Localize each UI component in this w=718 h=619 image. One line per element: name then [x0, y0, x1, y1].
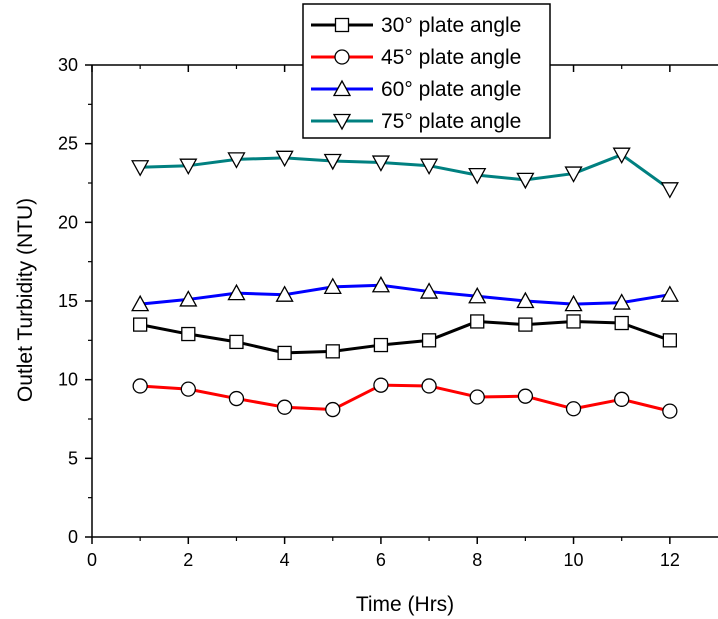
legend-label: 30° plate angle	[381, 14, 521, 37]
data-point	[612, 293, 631, 310]
data-point	[180, 381, 196, 397]
data-point	[325, 401, 341, 418]
series-layer	[131, 147, 679, 419]
legend-label: 75° plate angle	[381, 110, 521, 133]
x-tick-label: 4	[280, 550, 290, 570]
data-point	[229, 334, 244, 350]
x-tick-label: 12	[660, 550, 680, 570]
data-point	[612, 147, 631, 165]
series-3	[131, 275, 679, 312]
data-point	[275, 285, 294, 302]
data-point	[323, 153, 342, 171]
series-line	[140, 283, 671, 306]
legend-label: 45° plate angle	[381, 46, 521, 69]
y-tick-label: 20	[58, 212, 78, 232]
series-line	[140, 383, 671, 413]
legend-marker	[334, 49, 350, 65]
data-point	[179, 290, 198, 307]
x-tick-label: 8	[472, 550, 482, 570]
data-point	[131, 294, 150, 312]
data-point	[371, 155, 391, 172]
data-point	[325, 344, 340, 359]
x-tick-label: 6	[376, 550, 386, 570]
series-line	[139, 319, 671, 355]
legend-item: 30° plate angle	[311, 14, 521, 37]
data-point	[469, 389, 485, 405]
data-point	[565, 401, 582, 417]
series-4	[131, 147, 679, 199]
y-tick-label: 5	[68, 448, 78, 468]
data-point	[181, 326, 196, 342]
data-point	[419, 158, 439, 176]
x-tick-label: 0	[87, 550, 97, 570]
data-point	[373, 337, 389, 353]
data-point	[421, 378, 437, 394]
y-tick-label: 25	[58, 134, 78, 154]
data-point	[662, 403, 678, 419]
data-point	[564, 166, 583, 183]
legend-label: 60° plate angle	[381, 78, 521, 101]
y-tick-label: 0	[68, 527, 78, 547]
data-point	[371, 275, 391, 293]
y-tick-label: 10	[58, 370, 78, 390]
legend-item: 75° plate angle	[311, 110, 521, 133]
legend-item: 45° plate angle	[311, 46, 521, 69]
data-point	[516, 172, 535, 190]
data-point	[614, 315, 629, 331]
data-point	[373, 377, 389, 393]
legend-marker	[332, 113, 352, 131]
data-point	[419, 282, 439, 299]
series-1	[133, 314, 677, 361]
legend: 30° plate angle 45° plate angle 60° plate …	[302, 3, 551, 139]
data-point	[660, 182, 679, 199]
data-point	[468, 167, 487, 185]
x-tick-label: 2	[183, 550, 193, 570]
data-point	[662, 333, 677, 348]
legend-item: 60° plate angle	[311, 78, 521, 101]
data-point	[566, 314, 581, 329]
legend-marker	[332, 79, 352, 97]
data-point	[323, 277, 342, 294]
data-point	[227, 152, 246, 169]
legend-marker	[334, 17, 350, 33]
series-line	[140, 153, 671, 191]
y-tick-label: 30	[58, 55, 78, 75]
data-point	[276, 399, 293, 415]
data-point	[516, 291, 535, 309]
data-point	[517, 388, 534, 404]
data-point	[470, 314, 485, 329]
data-point	[275, 150, 294, 168]
series-2	[132, 377, 678, 419]
data-point	[660, 285, 679, 302]
data-point	[614, 391, 630, 407]
data-point	[228, 390, 245, 407]
x-tick-label: 10	[564, 550, 584, 570]
data-point	[468, 286, 487, 304]
data-point	[131, 160, 150, 177]
data-point	[132, 378, 148, 394]
y-axis-ticks: 0 5 10 15 20 25 30	[58, 55, 92, 547]
x-axis-ticks: 0 2 4 6 8 10 12	[87, 65, 680, 570]
data-point	[227, 283, 246, 301]
data-point	[133, 317, 148, 332]
data-point	[179, 158, 198, 176]
data-point	[421, 333, 437, 348]
y-axis-label: Outlet Turbidity (NTU)	[14, 198, 37, 402]
data-point	[277, 345, 292, 361]
x-axis-label: Time (Hrs)	[356, 593, 454, 616]
data-point	[518, 317, 533, 332]
data-point	[564, 294, 583, 312]
y-tick-label: 15	[58, 291, 78, 311]
